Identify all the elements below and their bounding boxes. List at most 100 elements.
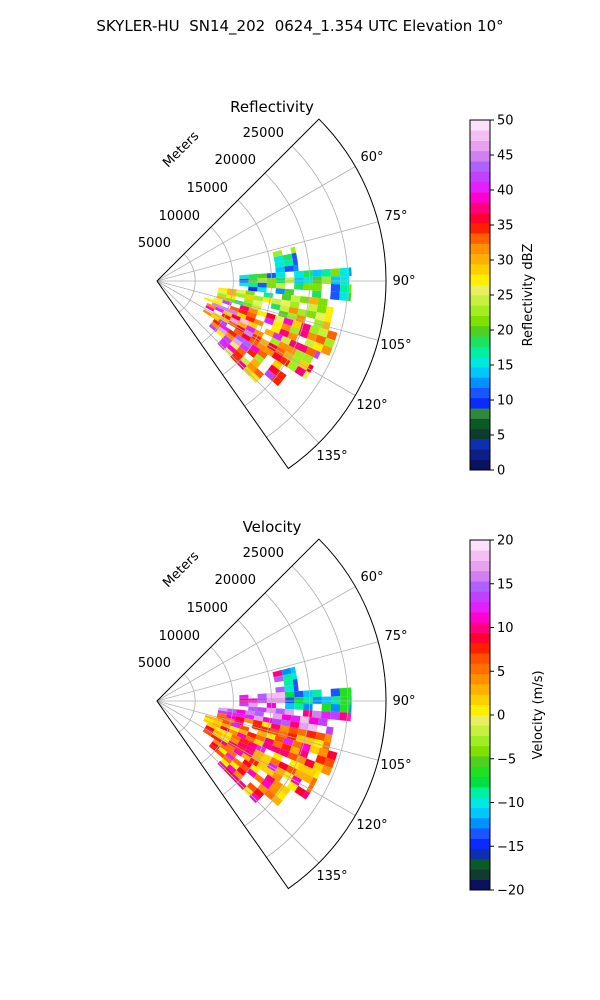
reflectivity-colorbar-swatch-13 — [470, 325, 490, 337]
velocity-echo-gate — [304, 758, 316, 769]
velocity-grid — [156, 565, 386, 864]
reflectivity-colorbar-tick-label: 35 — [497, 219, 514, 234]
reflectivity-echo-gate — [240, 356, 251, 367]
reflectivity-echo-gate — [230, 353, 241, 364]
velocity-colorbar-swatch-10 — [470, 776, 490, 788]
velocity-echo-gate — [212, 719, 223, 726]
reflectivity-echo-gate — [303, 276, 313, 284]
reflectivity-azimuth-line-105 — [156, 280, 379, 341]
reflectivity-echo-gate — [253, 295, 264, 302]
velocity-echoes — [202, 666, 352, 807]
velocity-azimuth-line-60 — [156, 586, 356, 702]
velocity-echo-gate — [257, 707, 267, 713]
reflectivity-echo-gate — [290, 246, 297, 254]
reflectivity-echo-gate — [204, 296, 214, 303]
reflectivity-colorbar-swatch-33 — [470, 120, 490, 131]
velocity-echo-gate — [302, 709, 313, 718]
reflectivity-echo-gate — [249, 372, 260, 384]
velocity-echo-gate — [229, 725, 240, 733]
velocity-az-tick-120: 120° — [356, 818, 387, 833]
reflectivity-echo-gate — [218, 287, 228, 292]
velocity-echo-gate — [204, 716, 214, 723]
reflectivity-echo-gate — [339, 267, 350, 277]
reflectivity-echo-gate — [252, 299, 263, 307]
reflectivity-echo-gate — [280, 299, 291, 307]
velocity-echo-gate — [317, 747, 329, 758]
reflectivity-echo-gate — [304, 338, 316, 349]
reflectivity-colorbar-swatch-22 — [470, 233, 490, 244]
velocity-echo-gate — [257, 693, 267, 699]
reflectivity-echo-gate — [217, 326, 228, 336]
velocity-echo-gate — [287, 751, 299, 762]
velocity-echo-gate — [278, 730, 289, 739]
reflectivity-colorbar-swatch-32 — [470, 130, 490, 141]
velocity-colorbar-tick-label: 5 — [497, 665, 505, 680]
reflectivity-echo-gate — [273, 255, 284, 263]
reflectivity-echo-gate — [226, 294, 236, 300]
velocity-colorbar-tick-label: −20 — [497, 884, 524, 899]
velocity-echo-gate — [248, 698, 258, 703]
velocity-sector-frame — [156, 538, 387, 890]
velocity-echo-gate — [284, 691, 295, 698]
velocity-az-tick-135: 135° — [316, 869, 347, 884]
velocity-echo-gate — [340, 695, 350, 705]
reflectivity-echo-gate — [246, 311, 257, 319]
velocity-echo-gate — [306, 730, 317, 739]
velocity-echo-gate — [312, 696, 322, 704]
reflectivity-echo-gate — [349, 284, 352, 293]
reflectivity-echo-gate — [324, 313, 333, 323]
velocity-echo-gate — [275, 789, 287, 801]
reflectivity-echo-gate — [248, 286, 258, 292]
velocity-colorbar-tick-label: 10 — [497, 621, 514, 636]
reflectivity-echo-gate — [284, 265, 295, 273]
reflectivity-colorbar-swatch-1 — [470, 449, 490, 461]
reflectivity-echo-gate — [294, 365, 307, 378]
reflectivity-echo-gate — [264, 369, 276, 381]
reflectivity-echo-gate — [340, 275, 350, 285]
reflectivity-echo-gate — [239, 342, 250, 353]
velocity-echo-gate — [241, 752, 252, 762]
reflectivity-echo-gate — [287, 331, 299, 342]
reflectivity-colorbar-tick-label: 30 — [497, 254, 514, 269]
velocity-echo-gate — [288, 726, 299, 735]
reflectivity-echo-gate — [291, 252, 298, 260]
velocity-azimuth-line-135 — [156, 700, 320, 864]
velocity-echo-gate — [235, 712, 246, 719]
reflectivity-colorbar-swatch-2 — [470, 439, 490, 450]
reflectivity-az-tick-60: 60° — [360, 150, 383, 165]
velocity-echo-gate — [299, 716, 310, 724]
velocity-colorbar-swatch-7 — [470, 807, 490, 819]
velocity-echo-gate — [281, 667, 292, 676]
reflectivity-echo-gate — [205, 305, 215, 312]
reflectivity-echo-gate — [220, 338, 230, 348]
velocity-echo-gate — [239, 724, 250, 732]
reflectivity-echo-gate — [315, 334, 327, 346]
velocity-colorbar-swatch-30 — [470, 570, 490, 582]
velocity-echo-gate — [269, 728, 280, 736]
velocity-colorbar-swatch-15 — [470, 725, 490, 736]
reflectivity-echo-gate — [232, 337, 243, 347]
velocity-echo-gate — [256, 730, 268, 738]
velocity-echo-gate — [321, 703, 332, 712]
velocity-echo-gate — [325, 726, 334, 736]
reflectivity-echo-gate — [222, 335, 233, 345]
reflectivity-colorbar-swatch-6 — [470, 397, 490, 409]
reflectivity-echo-gate — [245, 290, 255, 296]
reflectivity-echo-gate — [284, 288, 295, 296]
velocity-echo-gate — [237, 741, 248, 750]
velocity-colorbar-tick-label: 0 — [497, 709, 505, 724]
reflectivity-echo-gate — [257, 287, 267, 293]
velocity-echo-gate — [291, 672, 298, 680]
velocity-echo-gate — [222, 755, 233, 765]
velocity-echo-gate — [219, 743, 230, 753]
velocity-echo-gate — [272, 740, 283, 749]
reflectivity-echo-gate — [303, 283, 313, 291]
reflectivity-echo-gate — [275, 288, 286, 295]
reflectivity-echo-gate — [312, 341, 324, 353]
reflectivity-echo-gate — [229, 340, 240, 351]
velocity-echo-gate — [311, 710, 322, 719]
velocity-colorbar-swatch-25 — [470, 622, 490, 633]
reflectivity-colorbar-swatch-24 — [470, 212, 490, 224]
reflectivity-echo-gate — [313, 350, 321, 360]
reflectivity-echo-gate — [321, 276, 332, 285]
